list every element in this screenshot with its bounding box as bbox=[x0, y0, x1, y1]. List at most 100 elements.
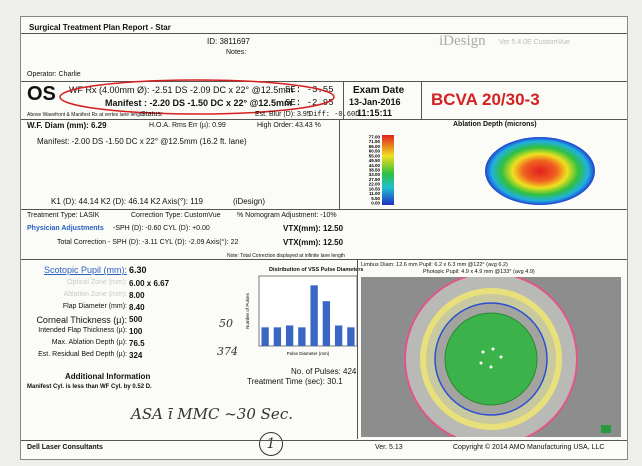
k-source: (iDesign) bbox=[233, 197, 265, 206]
x-axis-label: Pulse Diameter (mm) bbox=[287, 351, 330, 356]
pupil-label: Ablation Zone (mm): bbox=[64, 291, 127, 298]
additional-title: Additional Information bbox=[65, 372, 150, 381]
divider bbox=[343, 81, 344, 119]
wf-manifest: Manifest: -2.00 DS -1.50 DC x 22° @12.5m… bbox=[37, 137, 247, 146]
flap-note: 50 bbox=[219, 317, 233, 330]
pupil-table: Scotopic Pupil (mm):6.30Optical Zone (mm… bbox=[25, 265, 235, 363]
footer-left: Dell Laser Consultants bbox=[27, 444, 103, 451]
pupil-row: Ablation Zone (mm):8.00 bbox=[25, 291, 235, 303]
pulse-bar bbox=[274, 327, 281, 346]
report: Surgical Treatment Plan Report - Star ID… bbox=[20, 16, 628, 460]
pulse-bar bbox=[347, 327, 354, 346]
exam-date: 13-Jan-2016 bbox=[349, 97, 401, 107]
bed-note: 374 bbox=[217, 345, 238, 358]
pupil-value: 76.5 bbox=[129, 339, 145, 348]
physician-adjust: -SPH (D): -0.60 CYL (D): +0.00 bbox=[113, 225, 210, 232]
rule bbox=[21, 119, 627, 120]
divider bbox=[357, 259, 358, 439]
pupil-row: Optical Zone (mm):6.00 x 6.67 bbox=[25, 279, 235, 291]
brand: iDesign bbox=[439, 33, 486, 50]
pulse-chart-title: Distribution of VSS Pulse Diameters bbox=[269, 267, 363, 273]
pulse-bar bbox=[310, 285, 317, 346]
footer-copyright: Copyright © 2014 AMO Manufacturing USA, … bbox=[453, 444, 604, 451]
icon bbox=[601, 425, 611, 433]
pulse-bar bbox=[335, 325, 342, 346]
eye: OS bbox=[27, 83, 56, 106]
handwritten-bed: 374 bbox=[217, 345, 238, 358]
photopic: Photopic Pupil: 4.9 x 4.9 mm @133° (avg … bbox=[423, 269, 535, 275]
pupil-value: 6.00 x 6.67 bbox=[129, 279, 169, 288]
rx-footnote: Above Wavefront & Manifest Rx at vertex … bbox=[27, 112, 144, 118]
optical-zone bbox=[445, 313, 537, 405]
pupil-label: Optical Zone (mm): bbox=[67, 279, 127, 286]
pupil-value: 100 bbox=[129, 327, 142, 336]
blur: Est. Blur (D): 3.95 bbox=[255, 111, 311, 118]
nomogram: % Nomogram Adjustment: -10% bbox=[237, 212, 337, 219]
scale-label: 0.00 bbox=[371, 201, 380, 206]
pupil-value: 6.30 bbox=[129, 265, 147, 275]
pupil-row: Scotopic Pupil (mm):6.30 bbox=[25, 265, 235, 279]
bcva: BCVA 20/30-3 bbox=[431, 90, 540, 110]
divider bbox=[421, 81, 422, 119]
pupil-row: Corneal Thickness (µ):500 bbox=[25, 315, 235, 327]
pulse-chart: Number of Pulses Pulse Diameter (mm) bbox=[243, 274, 361, 359]
brand-sub: Ver 5.4.0E CustomVue bbox=[499, 39, 570, 46]
total-correction: Total Correction - SPH (D): -3.11 CYL (D… bbox=[57, 239, 238, 246]
pupil-label: Intended Flap Thickness (µ): bbox=[38, 327, 127, 334]
page-body: Surgical Treatment Plan Report - Star ID… bbox=[0, 0, 642, 466]
physician-label: Physician Adjustments bbox=[27, 225, 104, 232]
pupil-row: Max. Ablation Depth (µ):76.5 bbox=[25, 339, 235, 351]
additional-info: Manifest Cyl. is less than WF Cyl. by 0.… bbox=[27, 384, 152, 390]
pulse-bar bbox=[286, 325, 293, 346]
rule bbox=[21, 259, 627, 260]
ellipse bbox=[60, 80, 334, 114]
exam-label: Exam Date bbox=[353, 85, 404, 96]
pulse-bar bbox=[298, 327, 305, 346]
treatment-time: Treatment Time (sec): 30.1 bbox=[247, 377, 343, 386]
wf-diam: W.F. Diam (mm): 6.29 bbox=[27, 121, 107, 130]
ablation-map: 77.0071.5066.0060.5055.0049.5044.0038.50… bbox=[340, 129, 627, 209]
pupil-row: Flap Diameter (mm):8.40 bbox=[25, 303, 235, 315]
hoa: H.O.A. Rms Err (µ): 0.99 bbox=[149, 122, 226, 129]
eye-image bbox=[361, 277, 621, 437]
color-scale bbox=[382, 135, 394, 205]
rule bbox=[21, 33, 627, 34]
pupil-row: Intended Flap Thickness (µ):100 bbox=[25, 327, 235, 339]
pupil-value: 8.40 bbox=[129, 303, 145, 312]
physician-vtx: VTX(mm): 12.50 bbox=[283, 224, 343, 233]
pupil-value: 8.00 bbox=[129, 291, 145, 300]
patient-id: ID: 3811697 bbox=[207, 37, 250, 46]
page: Surgical Treatment Plan Report {"header"… bbox=[0, 0, 642, 466]
notes: Notes: bbox=[226, 49, 246, 56]
pupil-row: Est. Residual Bed Depth (µ):324 bbox=[25, 351, 235, 363]
high-order: High Order: 43.43 % bbox=[257, 122, 321, 129]
pupil-label: Flap Diameter (mm): bbox=[63, 303, 127, 310]
correction-type: Correction Type: CustomVue bbox=[131, 212, 221, 219]
pulse-count: No. of Pulses: 424 bbox=[291, 367, 356, 376]
pupil-label: Corneal Thickness (µ): bbox=[36, 315, 127, 325]
handwritten-flap: 50 bbox=[219, 317, 233, 330]
pupil-label: Max. Ablation Depth (µ): bbox=[52, 339, 127, 346]
pupil-value: 324 bbox=[129, 351, 142, 360]
pupil-label: Scotopic Pupil (mm): bbox=[44, 265, 127, 275]
treatment-type: Treatment Type: LASIK bbox=[27, 212, 99, 219]
status: Status: bbox=[141, 111, 163, 118]
rule bbox=[21, 440, 627, 441]
limbus: Limbus Diam: 12.6 mm Pupil: 6.2 x 6.3 mm… bbox=[361, 262, 508, 268]
pupil-value: 500 bbox=[129, 315, 142, 324]
handwriting: ASA ī MMC ~30 Sec. bbox=[131, 405, 293, 423]
total-vtx: VTX(mm): 12.50 bbox=[283, 238, 343, 247]
ablation-heatmap bbox=[485, 137, 595, 205]
y-axis-label: Number of Pulses bbox=[245, 292, 250, 329]
pulse-bar bbox=[261, 327, 268, 346]
report-title: Surgical Treatment Plan Report - Star bbox=[29, 23, 171, 32]
pulse-bar bbox=[323, 301, 330, 346]
rule bbox=[21, 209, 627, 210]
footer-version: Ver. 5.13 bbox=[375, 444, 403, 451]
diff: Diff: -0.60D bbox=[309, 111, 359, 119]
exam-time: 11:15:11 bbox=[357, 108, 392, 118]
ablation-title: Ablation Depth (microns) bbox=[453, 121, 537, 128]
handwriting-circled: 1 bbox=[259, 432, 283, 456]
pupil-label: Est. Residual Bed Depth (µ): bbox=[38, 351, 127, 358]
keratometry: K1 (D): 44.14 K2 (D): 46.14 K2 Axis(°): … bbox=[51, 197, 203, 206]
